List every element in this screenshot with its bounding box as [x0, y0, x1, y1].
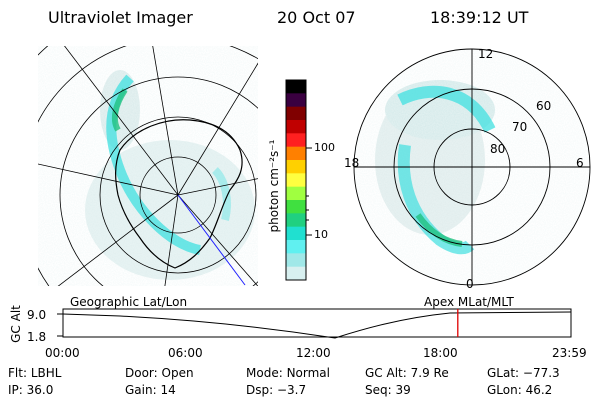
status-dsp: Dsp: −3.7	[246, 383, 307, 397]
color-bar-segment	[286, 213, 306, 228]
polar-plot	[353, 48, 591, 286]
color-bar-segment	[286, 186, 306, 201]
terminator-line	[177, 194, 246, 286]
color-bar-segment	[286, 133, 306, 148]
time-label: 18:39:12 UT	[430, 8, 529, 27]
timeline-xtick-0000: 00:00	[45, 346, 80, 360]
instrument-title: Ultraviolet Imager	[48, 8, 193, 27]
color-bar-tick-100: 100	[314, 141, 335, 154]
status-door: Door: Open	[125, 366, 194, 380]
polar-grid	[353, 48, 591, 286]
date-label: 20 Oct 07	[277, 8, 356, 27]
color-bar-segment	[286, 240, 306, 254]
timeline-xtick-1800: 18:00	[423, 346, 458, 360]
status-mode: Mode: Normal	[246, 366, 330, 380]
lat-label-70: 70	[512, 120, 528, 134]
lat-label-60: 60	[536, 99, 552, 113]
color-bar-segment	[286, 253, 306, 268]
timeline-xtick-2359: 23:59	[552, 346, 587, 360]
lat-label-80: 80	[490, 142, 506, 156]
timeline-plot	[57, 308, 572, 339]
color-bar-segment	[286, 120, 306, 134]
latitude-circles	[38, 46, 258, 286]
left-panel-label: Geographic Lat/Lon	[70, 295, 188, 309]
color-bar-segment	[286, 266, 306, 281]
noise-texture	[38, 46, 258, 286]
timeline-ytick-9: 9.0	[27, 308, 47, 322]
color-bar-segment	[286, 173, 306, 188]
color-bar-segment	[286, 106, 306, 121]
mlt-label-6: 6	[576, 156, 584, 170]
color-bar-ticks	[306, 147, 312, 236]
timeline-yticks	[57, 313, 63, 337]
timeline-ytick-1: 1.8	[27, 330, 47, 344]
color-bar-tick-10: 10	[314, 228, 328, 241]
color-bar-segment	[286, 226, 306, 241]
timeline-frame	[62, 308, 572, 338]
status-ip: IP: 36.0	[8, 383, 54, 397]
timeline-axis-label: GC Alt	[9, 305, 23, 343]
auroral-oval	[397, 85, 496, 133]
status-gain: Gain: 14	[125, 383, 176, 397]
color-bar-unit: photon cm⁻²s⁻¹	[267, 139, 281, 233]
color-bar-segment	[286, 146, 306, 161]
status-filter: Flt: LBHL	[8, 366, 62, 380]
auroral-arc-bright	[415, 213, 463, 247]
auroral-arc	[211, 167, 231, 221]
timeline-xtick-1200: 12:00	[296, 346, 331, 360]
mlt-label-0: 0	[466, 277, 474, 291]
color-bar-segment	[286, 80, 306, 94]
color-bar-frame	[285, 79, 307, 281]
right-panel-label: Apex MLat/MLT	[424, 295, 514, 309]
status-glat: GLat: −77.3	[487, 366, 560, 380]
color-bar-segment	[286, 160, 306, 174]
auroral-arc-bright	[111, 88, 128, 132]
status-glon: GLon: 46.2	[487, 383, 553, 397]
altitude-curve	[62, 311, 572, 339]
mlt-label-12: 12	[478, 47, 494, 61]
timeline-xtick-0600: 06:00	[168, 346, 203, 360]
status-seq: Seq: 39	[365, 383, 411, 397]
meridians	[38, 46, 258, 286]
status-gc-alt: GC Alt: 7.9 Re	[365, 366, 449, 380]
color-bar-segment	[286, 93, 306, 108]
mlt-label-18: 18	[344, 156, 360, 170]
geographic-map	[38, 46, 258, 286]
coastline	[115, 119, 243, 269]
color-bar-segment	[286, 200, 306, 214]
color-bar	[286, 80, 306, 281]
